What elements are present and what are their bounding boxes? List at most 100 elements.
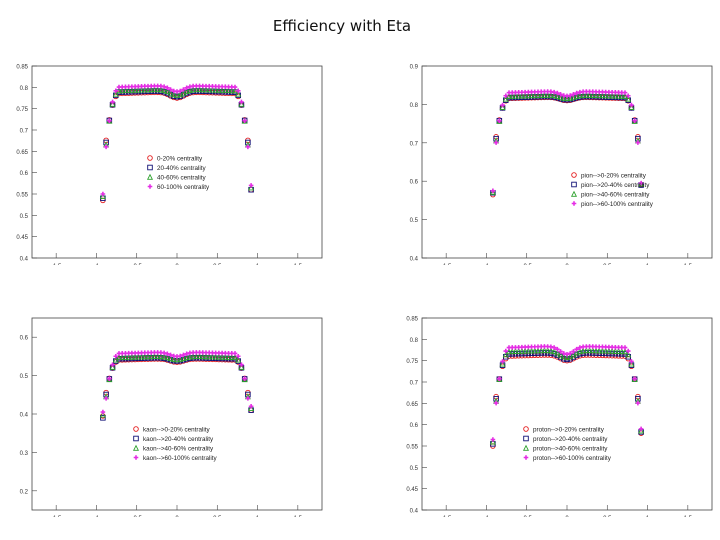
data-point — [186, 353, 193, 360]
y-tick-label: 0.6 — [410, 423, 419, 429]
data-point — [109, 100, 116, 107]
data-point — [573, 92, 580, 99]
data-point — [522, 92, 529, 99]
data-point — [615, 347, 622, 354]
series-4 — [100, 83, 254, 197]
data-point — [629, 102, 634, 108]
data-point — [113, 88, 119, 94]
legend: 0-20% centrality 20-40% centrality 40-60% … — [146, 155, 210, 191]
data-point — [596, 92, 603, 99]
data-point — [148, 86, 155, 93]
x-tick-label: -1.5 — [51, 516, 62, 517]
data-point — [115, 353, 123, 361]
data-point — [612, 92, 619, 99]
y-tick-label: 0.45 — [16, 235, 28, 241]
data-point — [164, 354, 171, 361]
y-tick-label: 0.4 — [20, 257, 29, 263]
data-point — [167, 89, 174, 96]
legend: pion-->0-20% centrality pion-->20-40% cen… — [570, 172, 654, 208]
legend-marker — [523, 435, 529, 442]
data-point — [500, 359, 505, 364]
data-point — [605, 92, 612, 99]
data-point — [248, 404, 254, 409]
data-point — [173, 91, 181, 98]
data-point — [602, 92, 609, 99]
x-tick-label: -1 — [94, 516, 100, 517]
legend-label: 40-60% centrality — [157, 175, 207, 182]
data-point — [154, 86, 161, 93]
x-tick-label: -0.5 — [522, 264, 533, 265]
data-point — [177, 353, 183, 359]
data-point — [154, 352, 161, 360]
data-point — [592, 347, 600, 354]
data-point — [531, 347, 538, 354]
legend-label: kaon-->20-40% centrality — [143, 436, 214, 443]
data-point — [586, 347, 593, 354]
data-point — [128, 353, 135, 360]
x-tick-label: 1 — [256, 516, 260, 517]
series-2 — [490, 93, 644, 196]
y-tick-label: 0.6 — [20, 171, 29, 177]
chart-proton: 0.40.450.50.550.60.650.70.750.80.85-1.5-… — [406, 317, 713, 517]
data-point — [602, 347, 609, 354]
data-point — [196, 352, 203, 360]
data-point — [202, 86, 210, 93]
data-point — [161, 353, 168, 360]
data-point — [500, 102, 505, 108]
data-point — [554, 349, 561, 356]
legend-label: proton-->40-60% centrality — [533, 446, 608, 453]
data-point — [165, 351, 170, 357]
chart-pion: 0.4 0.5 0.6 0.7 0.8 0.9 -1.5 -1 -0.5 0 0.5 1 1.5 pion… — [410, 65, 713, 265]
data-point — [618, 348, 625, 355]
data-point — [225, 353, 232, 360]
data-point — [110, 99, 115, 105]
data-point — [558, 92, 563, 97]
data-point — [119, 87, 126, 94]
data-point — [538, 91, 545, 98]
x-tick-label: 0 — [565, 516, 569, 517]
data-point — [219, 353, 226, 360]
y-tick-label: 0.55 — [16, 193, 28, 199]
data-point — [547, 91, 554, 98]
data-point — [232, 84, 238, 90]
data-point — [190, 86, 197, 93]
data-point — [528, 92, 535, 99]
y-tick-label: 0.75 — [406, 359, 418, 365]
data-point — [99, 411, 106, 418]
x-tick-label: 0.5 — [603, 516, 612, 517]
data-point — [622, 90, 628, 95]
data-point — [235, 88, 241, 94]
data-point — [245, 396, 251, 401]
data-point — [609, 347, 616, 354]
data-point — [190, 353, 197, 360]
legend-label: 0-20% centrality — [157, 156, 203, 163]
legend-label: 60-100% centrality — [157, 184, 210, 191]
data-point — [122, 353, 129, 360]
legend-label: proton-->60-100% centrality — [533, 455, 612, 462]
data-point — [103, 144, 109, 150]
data-point — [638, 427, 645, 434]
data-point — [599, 347, 606, 354]
data-point — [100, 415, 106, 421]
x-tick-label: 1.5 — [294, 516, 303, 517]
data-point — [632, 376, 637, 382]
data-point — [503, 93, 509, 99]
data-point — [499, 103, 506, 110]
data-point — [551, 89, 557, 95]
data-point — [228, 87, 235, 94]
x-tick-label: -0.5 — [522, 516, 533, 517]
data-point — [206, 353, 213, 360]
data-point — [181, 352, 186, 358]
data-point — [541, 91, 548, 98]
data-point — [528, 347, 535, 354]
legend-label: pion-->60-100% centrality — [581, 201, 654, 208]
legend-marker — [571, 181, 577, 188]
y-axis: 0.2 0.3 0.4 0.5 0.6 — [20, 336, 37, 495]
data-point — [625, 95, 632, 102]
series-4 — [100, 350, 254, 415]
legend: proton-->0-20% centrality proton-->20-40%… — [522, 426, 612, 462]
data-point — [518, 347, 525, 354]
data-point — [107, 118, 112, 123]
data-point — [109, 363, 116, 370]
data-point — [599, 92, 606, 99]
